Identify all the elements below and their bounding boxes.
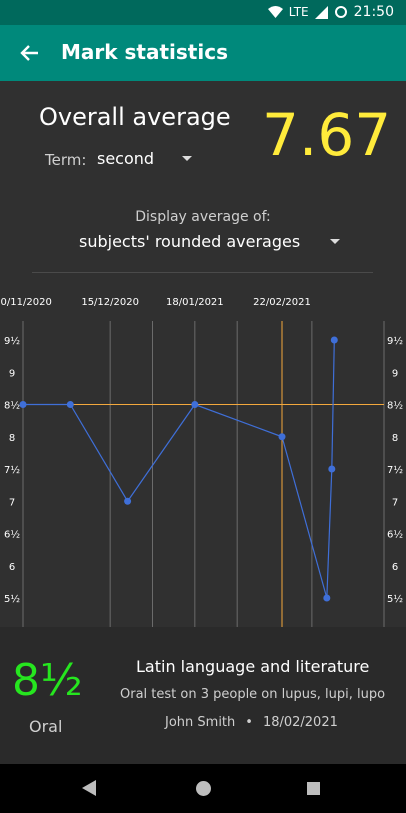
mark-date: 18/02/2021 — [262, 715, 338, 730]
term-dropdown[interactable]: second — [97, 149, 193, 168]
data-point[interactable] — [323, 594, 331, 602]
navigation-bar — [0, 764, 406, 813]
mark-meta: John Smith • 18/02/2021 — [165, 715, 338, 730]
subject-name: Latin language and literature — [136, 657, 370, 676]
y-tick-label-left: 9 — [9, 368, 15, 379]
data-point[interactable] — [278, 433, 286, 441]
selected-mark-panel: 8½ Oral Latin language and literature Or… — [0, 627, 406, 764]
y-tick-label-left: 5½ — [4, 593, 20, 605]
y-tick-label-right: 9 — [392, 368, 398, 379]
x-tick-label: 22/02/2021 — [253, 297, 311, 308]
nav-back-icon[interactable] — [82, 780, 96, 796]
y-tick-label-right: 5½ — [387, 593, 403, 605]
y-tick-label-left: 8 — [9, 433, 15, 444]
average-type-value: subjects' rounded averages — [79, 232, 301, 251]
status-time: 21:50 — [353, 4, 394, 20]
mark-description: Oral test on 3 people on lupus, lupi, lu… — [120, 687, 386, 702]
data-point[interactable] — [66, 401, 74, 408]
back-button[interactable] — [14, 37, 46, 69]
data-point[interactable] — [328, 465, 336, 473]
y-tick-label-left: 7½ — [4, 464, 20, 476]
nav-recents-icon[interactable] — [307, 782, 320, 795]
y-tick-label-left: 7 — [9, 497, 15, 508]
series-line — [23, 339, 335, 599]
status-bar: LTE 21:50 — [0, 0, 406, 25]
selected-mark-type: Oral — [29, 717, 63, 736]
selected-mark-value: 8½ — [12, 655, 83, 706]
data-point[interactable] — [191, 401, 199, 408]
wifi-icon — [267, 6, 283, 18]
dropdown-arrow-icon — [182, 156, 193, 161]
statistics-content: Overall average 7.67 Term: second Displa… — [0, 81, 406, 764]
data-point[interactable] — [330, 336, 338, 344]
display-average-label: Display average of: — [135, 209, 271, 225]
arrow-left-icon — [20, 45, 38, 61]
x-tick-label: 10/11/2020 — [0, 297, 52, 308]
battery-ring-icon — [334, 6, 347, 18]
y-tick-label-right: 8 — [392, 433, 398, 444]
meta-separator: • — [245, 715, 253, 730]
y-tick-label-right: 7 — [392, 497, 398, 508]
overall-average-title: Overall average — [39, 103, 231, 131]
app-bar: Mark statistics — [0, 25, 406, 81]
y-tick-label-left: 6 — [9, 562, 15, 573]
x-tick-label: 15/12/2020 — [81, 297, 139, 308]
page-title: Mark statistics — [61, 40, 228, 64]
divider — [32, 272, 373, 273]
status-icons: LTE 21:50 — [267, 4, 394, 20]
dropdown-arrow-icon — [330, 239, 341, 244]
term-value: second — [97, 149, 155, 168]
average-type-dropdown[interactable]: subjects' rounded averages — [79, 232, 341, 251]
x-tick-label: 18/01/2021 — [166, 297, 224, 308]
marks-line-chart[interactable]: 10/11/2020 15/12/2020 18/01/2021 22/02/2021… — [0, 293, 406, 629]
y-tick-label-right: 7½ — [387, 464, 403, 476]
y-tick-label-right: 6½ — [387, 529, 403, 541]
y-tick-label-left: 6½ — [4, 529, 20, 541]
network-type: LTE — [288, 5, 309, 19]
data-point[interactable] — [19, 401, 27, 408]
nav-home-icon[interactable] — [196, 781, 211, 796]
y-tick-label-right: 9½ — [387, 335, 403, 347]
teacher-name: John Smith — [165, 715, 236, 730]
y-tick-label-right: 8½ — [387, 400, 403, 412]
y-tick-label-right: 6 — [392, 562, 398, 573]
term-label: Term: — [45, 151, 87, 169]
data-point[interactable] — [124, 497, 132, 505]
signal-icon — [314, 5, 328, 19]
overall-average-value: 7.67 — [262, 101, 392, 169]
y-tick-label-left: 9½ — [4, 335, 20, 347]
y-tick-label-left: 8½ — [4, 400, 20, 412]
